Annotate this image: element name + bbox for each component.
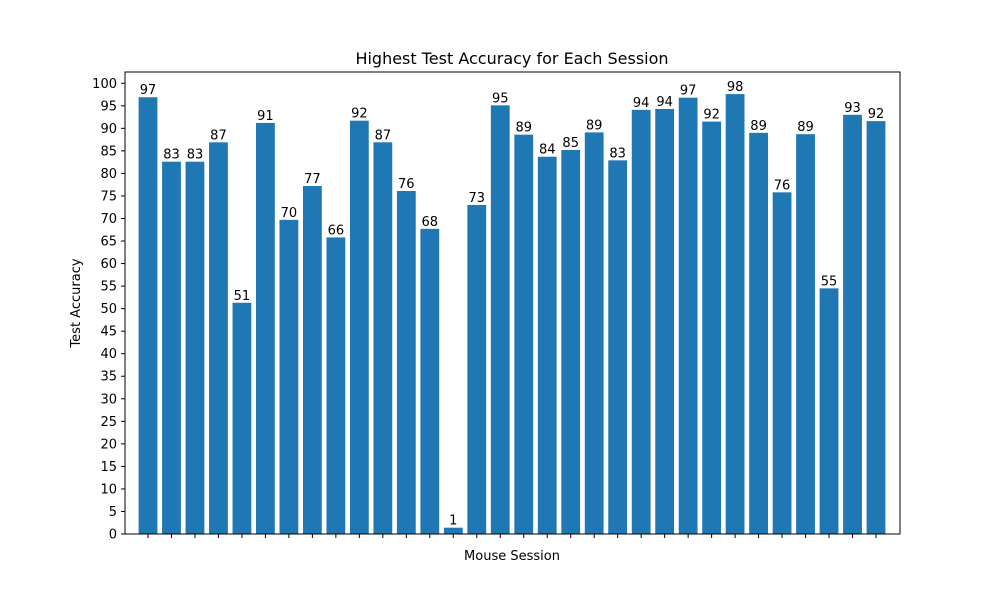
bar <box>420 228 440 534</box>
y-tick-label: 85 <box>100 144 117 159</box>
bar <box>326 237 346 535</box>
bar <box>443 527 463 534</box>
bar <box>678 97 698 534</box>
bar <box>631 109 651 535</box>
bar <box>279 219 299 534</box>
y-tick-label: 45 <box>100 325 117 340</box>
data-label: 87 <box>210 128 227 143</box>
y-tick-label: 65 <box>100 235 117 250</box>
y-tick-label: 75 <box>100 189 117 204</box>
data-label: 89 <box>586 118 603 133</box>
bar <box>725 94 745 534</box>
data-label: 97 <box>680 84 697 99</box>
bar <box>866 121 886 534</box>
data-label: 70 <box>281 206 298 221</box>
bar <box>561 149 581 535</box>
data-label: 94 <box>633 96 650 111</box>
y-tick-label: 100 <box>92 77 117 92</box>
y-tick-label: 0 <box>109 528 117 543</box>
y-tick-label: 40 <box>100 347 117 362</box>
y-tick-label: 25 <box>100 415 117 430</box>
data-label: 92 <box>351 107 368 122</box>
data-label: 55 <box>821 274 838 289</box>
bar <box>467 204 487 534</box>
bar <box>796 134 815 534</box>
y-tick-label: 20 <box>100 437 117 452</box>
data-label: 98 <box>727 80 744 95</box>
data-label: 1 <box>449 514 457 529</box>
data-label: 66 <box>328 223 345 238</box>
bar <box>772 192 792 534</box>
y-axis: 0 5 10 15 20 25 30 35 40 45 50 55 60 65 70 75 80 85 90 95 10… <box>92 77 125 543</box>
bar <box>702 121 722 534</box>
y-tick-label: 35 <box>100 370 117 385</box>
bar <box>655 108 675 535</box>
bar <box>185 161 205 534</box>
bar <box>537 156 557 535</box>
bar <box>349 120 369 535</box>
bar <box>584 132 604 534</box>
bar <box>843 114 862 534</box>
data-label: 92 <box>868 107 885 122</box>
data-label: 91 <box>257 109 274 124</box>
data-label: 73 <box>468 191 485 206</box>
y-tick-label: 30 <box>100 392 117 407</box>
y-tick-label: 70 <box>100 212 117 227</box>
y-tick-label: 80 <box>100 167 117 182</box>
data-label: 87 <box>375 128 392 143</box>
plot-frame <box>124 71 901 535</box>
y-tick-label: 60 <box>100 257 117 272</box>
data-label: 83 <box>163 148 180 163</box>
y-tick-label: 90 <box>100 122 117 137</box>
bar <box>232 302 252 534</box>
data-label: 51 <box>234 289 251 304</box>
bar <box>256 122 275 535</box>
y-tick-label: 10 <box>100 482 117 497</box>
x-axis <box>147 534 877 538</box>
data-label: 93 <box>844 101 861 116</box>
bar <box>514 134 534 534</box>
data-label: 94 <box>656 95 673 110</box>
data-labels-group: 97 83 83 87 51 91 70 77 66 92 87 76 68 1 73 95 89 84 85 89 8… <box>140 80 885 529</box>
data-label: 83 <box>609 146 626 161</box>
data-label: 83 <box>187 148 204 163</box>
y-tick-label: 5 <box>109 505 117 520</box>
bar <box>819 288 839 534</box>
y-axis-label: Test Accuracy <box>69 258 84 348</box>
bar <box>138 97 158 535</box>
data-label: 77 <box>304 172 321 187</box>
data-label: 85 <box>562 136 579 151</box>
chart-title: Highest Test Accuracy for Each Session <box>355 49 668 68</box>
y-tick-label: 55 <box>100 280 117 295</box>
data-label: 89 <box>797 120 814 135</box>
y-tick-label: 15 <box>100 460 117 475</box>
bar <box>209 142 228 534</box>
data-label: 68 <box>422 215 439 230</box>
data-label: 95 <box>492 91 509 106</box>
data-label: 89 <box>750 119 767 134</box>
x-axis-label: Mouse Session <box>464 549 560 564</box>
y-tick-label: 50 <box>100 302 117 317</box>
bar <box>749 132 768 534</box>
data-label: 84 <box>539 143 556 158</box>
data-label: 89 <box>515 121 532 136</box>
bar <box>162 161 181 534</box>
data-label: 76 <box>398 177 415 192</box>
bar <box>373 142 393 534</box>
data-label: 92 <box>703 108 720 123</box>
bar <box>302 186 322 535</box>
bar <box>490 105 510 534</box>
bars-group <box>138 94 886 535</box>
bar <box>608 160 628 534</box>
data-label: 97 <box>140 83 157 98</box>
bar <box>396 190 416 535</box>
y-tick-label: 95 <box>100 99 117 114</box>
data-label: 76 <box>774 178 791 193</box>
